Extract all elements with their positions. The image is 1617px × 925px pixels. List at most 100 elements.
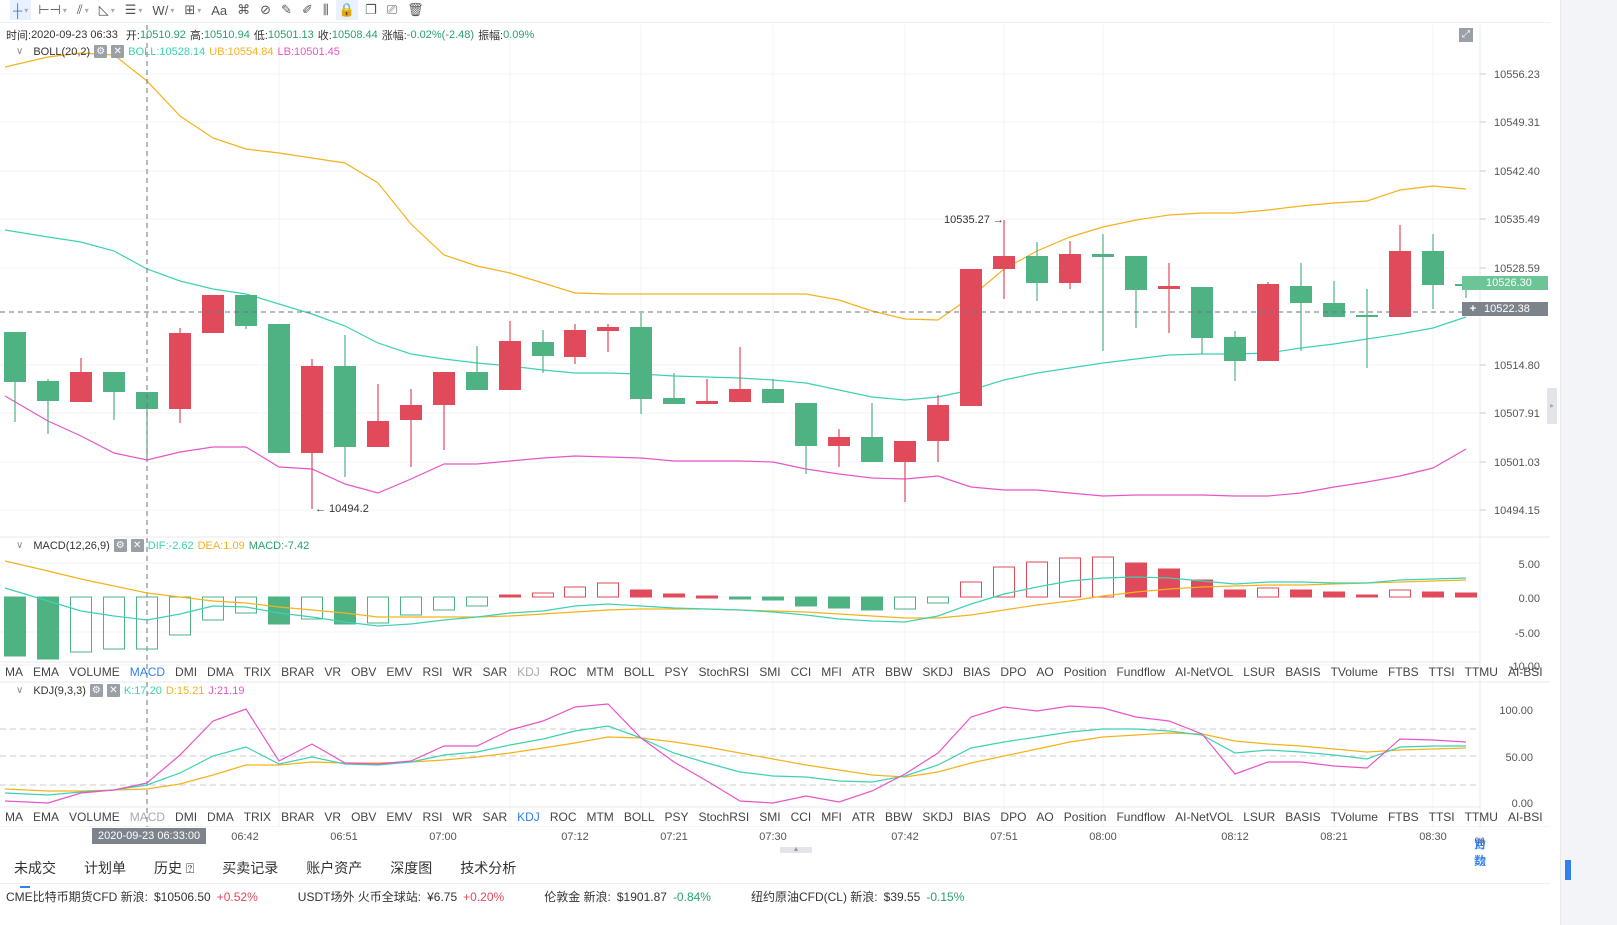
settings-gear-icon[interactable]: ⚙ [94,45,108,58]
indicator-tab-obv[interactable]: OBV [351,665,377,679]
indicator-tab-mfi[interactable]: MFI [821,665,842,679]
indicator-tab-wr[interactable]: WR [452,810,473,824]
crosshair-tool-button[interactable]: ┼ ▾ [10,0,32,20]
indicator-tab-ai-bsi[interactable]: AI-BSI [1507,810,1543,824]
collapse-chevron-icon[interactable]: ∨ [16,540,24,551]
magnet-tool-button[interactable]: ⊘ [257,0,274,20]
indicator-tab-bias[interactable]: BIAS [963,665,991,679]
indicator-tab-ttsi[interactable]: TTSI [1428,810,1455,824]
indicator-tab-psy[interactable]: PSY [664,810,689,824]
indicator-tab-emv[interactable]: EMV [386,810,413,824]
indicator-tab-kdj[interactable]: KDJ [517,665,540,679]
indicator-tab-ttmu[interactable]: TTMU [1464,665,1498,679]
indicator-tab-sar[interactable]: SAR [482,810,508,824]
indicator-tab-lsur[interactable]: LSUR [1243,665,1276,679]
indicator-tab-psy[interactable]: PSY [664,665,689,679]
ticker-item[interactable]: 纽约原油CFD(CL) 新浪: $39.55 -0.15% [751,888,964,905]
collapse-chevron-icon[interactable]: ∨ [16,685,24,696]
indicator-tab-sar[interactable]: SAR [482,665,508,679]
indicator-tab-mtm[interactable]: MTM [586,810,614,824]
indicator-tab-vr[interactable]: VR [324,665,342,679]
add-alert-plus-icon[interactable]: + [1469,303,1477,315]
indicator-tab-ttsi[interactable]: TTSI [1428,665,1455,679]
dropdown-caret-icon[interactable]: ▾ [84,5,89,15]
indicator-tab-ai-bsi[interactable]: AI-BSI [1507,665,1543,679]
measure-tool-button[interactable]: ⌘ [234,0,253,20]
indicator-tab-brar[interactable]: BRAR [281,810,315,824]
auto-scale-toggle[interactable]: 自动 [1473,837,1487,868]
indicator-tab-ao[interactable]: AO [1036,665,1054,679]
indicator-tab-ao[interactable]: AO [1036,810,1054,824]
indicator-tab-tvolume[interactable]: TVolume [1330,665,1378,679]
indicator-tab-obv[interactable]: OBV [351,810,377,824]
dropdown-caret-icon[interactable]: ▾ [62,5,67,15]
close-x-icon[interactable]: ✕ [106,684,120,697]
bottom-tab[interactable]: 技术分析 [460,859,517,876]
bottom-tab[interactable]: 账户资产 [306,859,363,876]
screenshot-tool-button[interactable]: ⎚ [384,0,400,20]
indicator-tab-fundflow[interactable]: Fundflow [1116,810,1166,824]
dropdown-caret-icon[interactable]: ▾ [24,5,29,15]
copy-tool-button[interactable]: ❐ [362,0,380,20]
indicator-tab-macd[interactable]: MACD [129,665,166,679]
indicator-tab-position[interactable]: Position [1063,810,1107,824]
rectangle-tool-button[interactable]: ⊞ ▾ [181,0,204,20]
indicator-tab-ttmu[interactable]: TTMU [1464,810,1498,824]
horizontal-line-tool-button[interactable]: ⊢⊣ ▾ [35,0,70,20]
indicator-tab-smi[interactable]: SMI [759,810,781,824]
indicator-tab-dmi[interactable]: DMI [175,665,198,679]
indicator-tab-trix[interactable]: TRIX [243,665,272,679]
indicator-tab-cci[interactable]: CCI [790,810,812,824]
settings-gear-icon[interactable]: ⚙ [113,539,127,552]
dropdown-caret-icon[interactable]: ▾ [110,5,115,15]
indicator-tab-boll[interactable]: BOLL [623,810,655,824]
percent-scale-toggle[interactable]: % [1474,835,1486,849]
settings-gear-icon[interactable]: ⚙ [89,684,103,697]
ticker-item[interactable]: CME比特币期货CFD 新浪: $10506.50 +0.52% [6,888,258,905]
bars-tool-button[interactable]: ⫼ [320,0,332,20]
wave-tool-button[interactable]: W/▾ [149,0,177,20]
indicator-tab-position[interactable]: Position [1063,665,1107,679]
indicator-tab-atr[interactable]: ATR [851,810,876,824]
indicator-tab-dpo[interactable]: DPO [1000,665,1027,679]
trend-line-tool-button[interactable]: ⫽ ▾ [74,0,92,20]
indicator-tab-ai-netvol[interactable]: AI-NetVOL [1175,665,1234,679]
indicator-tab-volume[interactable]: VOLUME [69,665,120,679]
indicator-tab-volume[interactable]: VOLUME [69,810,120,824]
time-axis[interactable]: 2020-09-23 06:33:00 对数 % 自动 06:42 06:51 07… [0,827,1550,868]
bottom-tab[interactable]: 计划单 [84,859,126,876]
text-tool-button[interactable]: Aa [208,0,230,20]
bottom-tab[interactable]: 未成交 [10,858,60,888]
indicator-tab-dma[interactable]: DMA [207,810,234,824]
bottom-tab[interactable]: 历史 ⍰ [154,859,195,876]
fullscreen-icon[interactable]: ⤢ [1459,28,1473,42]
delete-tool-button[interactable]: 🗑 [404,0,427,20]
indicator-tab-basis[interactable]: BASIS [1285,665,1321,679]
chart-canvas[interactable]: 10556.23 10549.31 10542.40 10535.49 10528.59… [0,23,1550,849]
indicator-tab-skdj[interactable]: SKDJ [922,665,954,679]
indicator-tab-trix[interactable]: TRIX [243,810,272,824]
indicator-tab-bias[interactable]: BIAS [963,810,991,824]
indicator-tab-stochrsi[interactable]: StochRSI [698,810,750,824]
parallel-lines-tool-button[interactable]: ☰ ▾ [122,0,146,20]
indicator-tab-ai-netvol[interactable]: AI-NetVOL [1175,810,1234,824]
indicator-tab-atr[interactable]: ATR [851,665,876,679]
dropdown-caret-icon[interactable]: ▾ [170,5,175,15]
ticker-item[interactable]: USDT场外 火币全球站: ¥6.75 +0.20% [298,888,504,905]
angle-tool-button[interactable]: ◺ ▾ [96,0,118,20]
indicator-tab-basis[interactable]: BASIS [1285,810,1321,824]
scroll-handle[interactable]: ▲ [780,846,812,853]
indicator-tab-brar[interactable]: BRAR [281,665,315,679]
indicator-tab-roc[interactable]: ROC [549,810,577,824]
ticker-item[interactable]: 伦敦金 新浪: $1901.87 -0.84% [544,888,711,905]
indicator-tab-dmi[interactable]: DMI [175,810,198,824]
indicator-tab-skdj[interactable]: SKDJ [922,810,954,824]
indicator-tab-rsi[interactable]: RSI [422,665,443,679]
indicator-tab-cci[interactable]: CCI [790,665,812,679]
bottom-tab[interactable]: 深度图 [390,859,433,876]
indicator-tab-bbw[interactable]: BBW [885,810,913,824]
collapse-chevron-icon[interactable]: ∨ [16,46,24,57]
indicator-tab-roc[interactable]: ROC [549,665,577,679]
close-x-icon[interactable]: ✕ [111,45,125,58]
indicator-tab-emv[interactable]: EMV [386,665,413,679]
